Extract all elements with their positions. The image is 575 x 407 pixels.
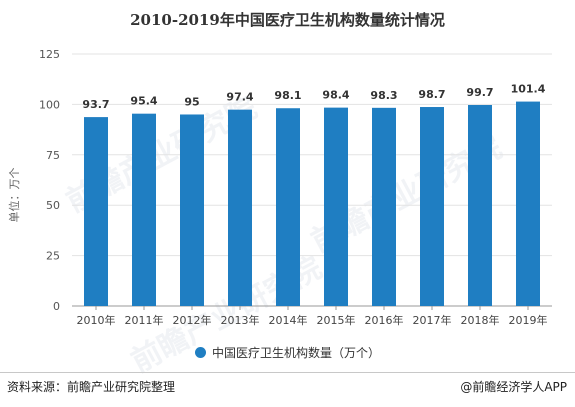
chart-title: 2010-2019年中国医疗卫生机构数量统计情况 bbox=[130, 11, 445, 29]
x-tick-label: 2010年 bbox=[77, 313, 116, 327]
data-label: 97.4 bbox=[226, 91, 253, 104]
source-note: 资料来源：前瞻产业研究院整理 bbox=[7, 380, 176, 394]
bar bbox=[276, 108, 300, 306]
data-label: 93.7 bbox=[82, 98, 109, 111]
x-tick-label: 2015年 bbox=[317, 313, 356, 327]
x-tick-label: 2016年 bbox=[365, 313, 404, 327]
legend: 中国医疗卫生机构数量（万个） bbox=[0, 344, 575, 361]
bar bbox=[420, 107, 444, 306]
bar bbox=[516, 101, 540, 306]
y-tick-label: 25 bbox=[46, 250, 60, 263]
data-label: 95 bbox=[184, 95, 199, 108]
data-label: 98.7 bbox=[418, 88, 445, 101]
x-tick-label: 2017年 bbox=[413, 313, 452, 327]
bar bbox=[228, 109, 252, 306]
data-label: 101.4 bbox=[511, 83, 546, 96]
x-tick-label: 2018年 bbox=[461, 313, 500, 327]
data-label: 98.4 bbox=[322, 89, 349, 102]
bar bbox=[132, 113, 156, 306]
data-label: 98.3 bbox=[370, 89, 397, 102]
data-label: 98.1 bbox=[274, 89, 301, 102]
y-tick-label: 0 bbox=[53, 300, 60, 313]
y-tick-label: 100 bbox=[39, 98, 60, 111]
data-label: 99.7 bbox=[466, 86, 493, 99]
y-tick-label: 125 bbox=[39, 48, 60, 61]
x-tick-label: 2019年 bbox=[509, 313, 548, 327]
y-tick-label: 50 bbox=[46, 199, 60, 212]
bar bbox=[180, 114, 204, 306]
brand-label: @前瞻经济学人APP bbox=[460, 380, 567, 394]
bar bbox=[84, 117, 108, 306]
legend-label: 中国医疗卫生机构数量（万个） bbox=[211, 346, 380, 360]
x-tick-label: 2014年 bbox=[269, 313, 308, 327]
x-tick-label: 2011年 bbox=[125, 313, 164, 327]
bar bbox=[372, 107, 396, 306]
bar bbox=[468, 105, 492, 307]
bar bbox=[324, 107, 348, 306]
footer: 资料来源：前瞻产业研究院整理 @前瞻经济学人APP bbox=[0, 372, 575, 407]
x-tick-label: 2013年 bbox=[221, 313, 260, 327]
y-tick-label: 75 bbox=[46, 149, 60, 162]
legend-marker bbox=[194, 347, 206, 358]
x-tick-label: 2012年 bbox=[173, 313, 212, 327]
data-label: 95.4 bbox=[130, 95, 157, 108]
